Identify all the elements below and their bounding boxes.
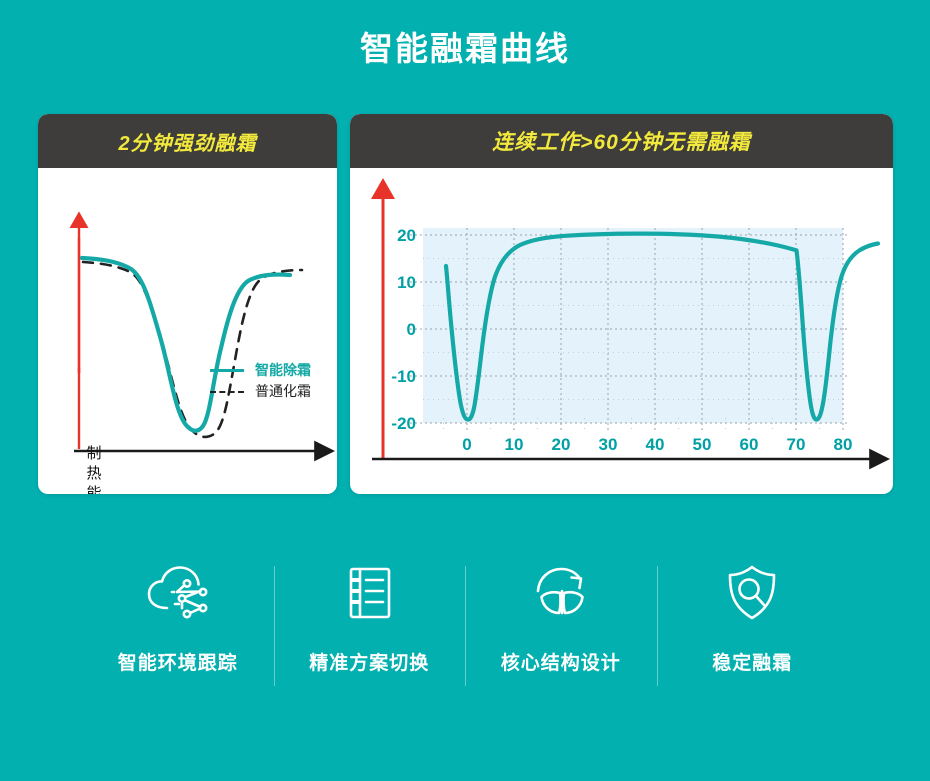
feature-item-0[interactable]: 智能环境跟踪 [82, 556, 274, 706]
right-x-tick-labels: 0 10 20 30 40 50 60 70 80 [462, 435, 852, 454]
feature-item-2[interactable]: 核心结构设计 [465, 556, 657, 706]
card-right-header: 连续工作>60分钟无需融霜 [350, 114, 893, 168]
right-grid-horizontal-minor [423, 258, 847, 400]
feature-label-2: 核心结构设计 [500, 653, 621, 674]
notebook-list-icon [332, 556, 406, 630]
feature-item-1[interactable]: 精准方案切换 [273, 556, 466, 706]
right-chart-svg: 20 10 0 -10 -20 0 10 20 30 40 50 60 70 8… [371, 178, 890, 470]
feature-item-3[interactable]: 稳定融霜 [656, 556, 849, 706]
svg-text:60: 60 [740, 435, 759, 454]
cloud-circuit-icon [141, 556, 215, 630]
card-left-body: 智能除霜 普通化霜 制热能力 时间 (S) [38, 168, 337, 494]
left-y-axis-label: 制热能力 [86, 445, 102, 494]
card-right-body: 20 10 0 -10 -20 0 10 20 30 40 50 60 70 8… [350, 168, 893, 494]
svg-text:-10: -10 [391, 367, 416, 386]
legend-item-ordinary: 普通化霜 [210, 381, 311, 402]
card-right-continuous: 连续工作>60分钟无需融霜 [350, 114, 893, 494]
legend-dashed-line-icon [210, 390, 244, 393]
legend-label-ordinary: 普通化霜 [255, 383, 311, 399]
svg-text:70: 70 [787, 435, 806, 454]
page-title: 智能融霜曲线 [360, 30, 570, 67]
right-plot-background [423, 228, 843, 423]
legend-solid-line-icon [210, 369, 244, 372]
left-chart-svg [69, 211, 335, 462]
leaf-recycle-icon [524, 556, 598, 630]
card-right-header-text: 连续工作>60分钟无需融霜 [492, 131, 751, 154]
left-chart-legend: 智能除霜 普通化霜 [210, 360, 311, 402]
card-left-header-text: 2分钟强劲融霜 [118, 132, 257, 155]
svg-text:-20: -20 [391, 414, 416, 433]
card-left-defrost: 2分钟强劲融霜 [38, 114, 337, 494]
legend-label-smart: 智能除霜 [255, 362, 311, 378]
card-left-header: 2分钟强劲融霜 [38, 114, 337, 168]
right-grid-vertical [466, 228, 844, 430]
svg-text:10: 10 [505, 435, 524, 454]
legend-item-smart: 智能除霜 [210, 360, 311, 381]
feature-label-0: 智能环境跟踪 [117, 653, 238, 674]
svg-text:80: 80 [834, 435, 853, 454]
svg-text:10: 10 [397, 273, 416, 292]
shield-search-icon [715, 556, 789, 630]
right-y-tick-labels: 20 10 0 -10 -20 [391, 226, 416, 433]
feature-label-3: 稳定融霜 [712, 653, 793, 674]
svg-text:40: 40 [646, 435, 665, 454]
svg-text:20: 20 [397, 226, 416, 245]
right-series-smart [443, 231, 881, 422]
left-series-ordinary [81, 260, 304, 439]
svg-text:30: 30 [599, 435, 618, 454]
left-series-smart [79, 255, 293, 433]
svg-text:20: 20 [552, 435, 571, 454]
svg-text:0: 0 [462, 435, 471, 454]
svg-text:0: 0 [407, 320, 416, 339]
right-grid-vertical-minor [443, 418, 820, 430]
features-row: 智能环境跟踪 精准方案切换 核心结构设计 [82, 556, 848, 706]
feature-label-1: 精准方案切换 [309, 653, 430, 674]
svg-text:50: 50 [693, 435, 712, 454]
